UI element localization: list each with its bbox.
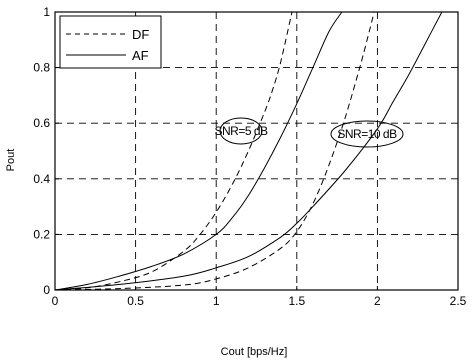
y-axis-label: Pout	[5, 149, 17, 172]
x-tick-label-4: 2	[374, 294, 381, 308]
x-tick-label-2: 1	[213, 294, 220, 308]
annotation-label-snr-5: SNR=5 dB	[214, 124, 268, 138]
y-tick-label-3: 0.6	[33, 116, 50, 130]
annotation-snr-5: SNR=5 dB	[214, 117, 269, 145]
x-axis-label: Cout [bps/Hz]	[221, 346, 288, 358]
y-tick-label-2: 0.4	[33, 172, 50, 186]
x-tick-label-1: 0.5	[127, 294, 144, 308]
curves	[54, 11, 443, 291]
plot-frame	[54, 11, 459, 291]
annotation-snr-10: SNR=10 dB	[330, 120, 404, 148]
y-tick-label-5: 1	[43, 5, 50, 19]
series-line-df-2	[54, 11, 375, 291]
x-tick-label-0: 0	[52, 294, 59, 308]
y-tick-label-4: 0.8	[33, 61, 50, 75]
legend: DF AF	[59, 15, 162, 69]
y-tick-label-0: 0	[43, 283, 50, 297]
series-line-af-3	[54, 11, 443, 291]
x-tick-label-5: 2.5	[450, 294, 467, 308]
tick-labels: 0 0.5 1 1.5 2 2.5 0 0.2 0.4 0.6 0.8 1	[33, 5, 466, 308]
legend-label-df: DF	[132, 27, 149, 42]
y-tick-label-1: 0.2	[33, 227, 50, 241]
annotation-label-snr-10: SNR=10 dB	[337, 127, 397, 141]
series-line-af-1	[54, 11, 343, 291]
annotation-ellipse-snr-5	[219, 117, 263, 145]
series-line-df-0	[54, 11, 293, 291]
grid	[55, 12, 458, 290]
annotation-ellipse-snr-10	[330, 120, 404, 148]
legend-box	[59, 15, 162, 69]
legend-label-af: AF	[132, 48, 149, 63]
x-tick-label-3: 1.5	[288, 294, 305, 308]
